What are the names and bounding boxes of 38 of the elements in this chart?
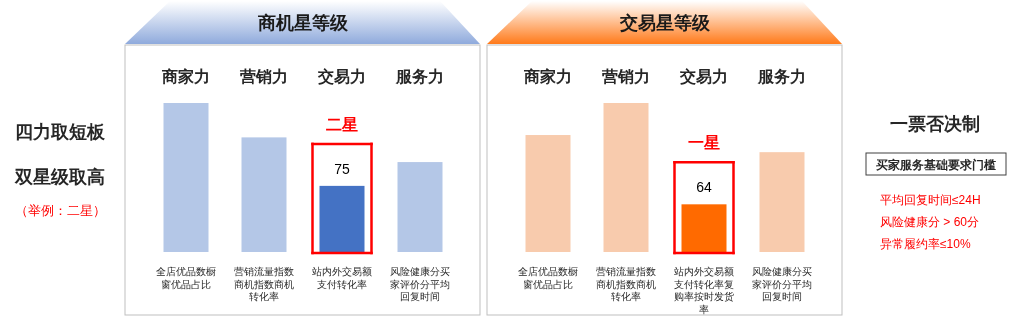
bar xyxy=(759,152,805,252)
data-label: 75 xyxy=(334,160,350,177)
bar xyxy=(319,185,365,252)
text: 站内外交易额支付转化率复购率按时发货率 xyxy=(674,266,734,315)
text: 平均回复时间≤24H xyxy=(880,193,981,207)
annotation: 二星 xyxy=(326,115,358,133)
bar xyxy=(241,137,287,252)
annotation: 一星 xyxy=(688,134,720,152)
chart-title: 商机星等级 xyxy=(256,13,349,33)
x-tick-label: 服务力 xyxy=(757,68,806,85)
x-tick-label: 交易力 xyxy=(679,67,728,85)
x-tick-label: 营销力 xyxy=(601,68,650,85)
bar xyxy=(397,162,443,252)
x-tick-label: 服务力 xyxy=(395,68,444,85)
text: 异常履约率≤10% xyxy=(880,237,971,251)
x-tick-label: 商家力 xyxy=(523,67,572,85)
text: 四力取短板 xyxy=(15,122,106,142)
bar xyxy=(525,135,571,252)
bar xyxy=(163,103,209,252)
text: 风险健康分买家评价分平均回复时间 xyxy=(752,266,812,302)
x-tick-label: 营销力 xyxy=(239,68,288,85)
text: 营销流量指数商机指数商机转化率 xyxy=(596,266,656,302)
text: 双星级取高 xyxy=(14,167,105,187)
text: 一票否决制 xyxy=(890,114,980,134)
x-tick-label: 交易力 xyxy=(317,67,366,85)
text: 全店优品数橱窗优品占比 xyxy=(518,266,578,290)
text: 风险健康分 > 60分 xyxy=(880,215,980,229)
text: 全店优品数橱窗优品占比 xyxy=(156,266,216,290)
text: 风险健康分买家评价分平均回复时间 xyxy=(390,266,450,302)
text: （举例：二星） xyxy=(14,203,106,218)
bar xyxy=(603,103,649,252)
chart-title: 交易星等级 xyxy=(618,13,711,33)
text: 站内外交易额支付转化率 xyxy=(312,266,372,290)
bar xyxy=(681,204,727,252)
x-tick-label: 商家力 xyxy=(161,67,210,85)
text: 买家服务基础要求门槛 xyxy=(876,158,996,172)
data-label: 64 xyxy=(696,179,712,196)
text: 营销流量指数商机指数商机转化率 xyxy=(234,266,294,302)
